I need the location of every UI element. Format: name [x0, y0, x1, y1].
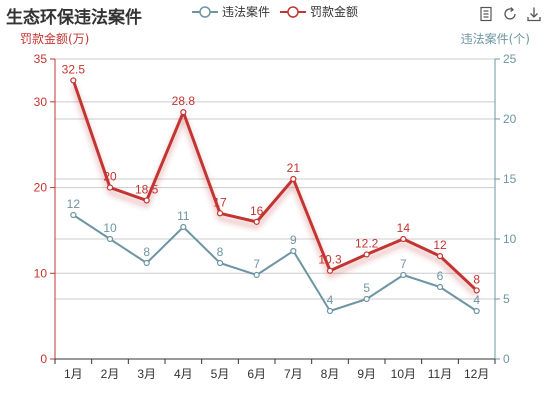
data-view-icon[interactable]	[478, 6, 494, 22]
cases-data-label: 7	[253, 257, 260, 271]
cases-point[interactable]	[216, 259, 224, 267]
fines-point[interactable]	[70, 77, 77, 84]
cases-point[interactable]	[326, 307, 334, 315]
fines-data-label: 21	[287, 161, 301, 175]
y-right-tick-label: 25	[503, 52, 517, 66]
fines-data-label: 14	[397, 221, 411, 235]
cases-data-label: 8	[217, 245, 224, 259]
x-tick-label: 5月	[211, 367, 230, 381]
cases-data-label: 6	[437, 269, 444, 283]
cases-data-label: 8	[143, 245, 150, 259]
fines-series-line	[71, 79, 478, 292]
fines-data-label: 16	[250, 204, 264, 218]
y-right-axis-label: 违法案件(个)	[461, 31, 530, 46]
fines-data-label: 20	[103, 170, 117, 184]
cases-point[interactable]	[106, 235, 114, 243]
cases-point[interactable]	[363, 295, 370, 303]
cases-point[interactable]	[253, 271, 260, 279]
cases-data-label: 10	[103, 221, 117, 235]
cases-data-label: 5	[363, 281, 370, 295]
fines-data-label: 10.3	[318, 253, 342, 267]
fines-data-label: 12.2	[355, 236, 379, 250]
fines-data-label: 18.5	[135, 182, 159, 196]
x-tick-label: 10月	[391, 367, 416, 381]
fines-point[interactable]	[436, 253, 444, 260]
cases-data-label: 11	[177, 209, 190, 223]
cases-data-label: 12	[67, 197, 81, 211]
cases-point[interactable]	[290, 247, 297, 255]
y-left-tick-label: 10	[34, 266, 48, 280]
fines-data-label: 17	[213, 195, 227, 209]
y-right-tick-label: 15	[503, 172, 517, 186]
y-left-axis-label: 罚款金额(万)	[20, 31, 89, 46]
fines-data-label: 28.8	[172, 94, 196, 108]
x-tick-label: 3月	[137, 367, 156, 381]
cases-data-label: 7	[400, 257, 407, 271]
fines-point[interactable]	[363, 251, 370, 258]
y-right-tick-label: 5	[503, 292, 510, 306]
cases-point[interactable]	[436, 283, 444, 291]
cases-point[interactable]	[400, 271, 407, 279]
cases-point[interactable]	[70, 211, 77, 219]
x-tick-label: 7月	[284, 367, 303, 381]
fines-data-label: 12	[433, 238, 447, 252]
cases-point[interactable]	[180, 223, 187, 231]
cases-point[interactable]	[143, 259, 150, 267]
y-left-tick-label: 0	[40, 352, 47, 366]
fines-data-label: 8	[473, 272, 480, 286]
fines-point[interactable]	[326, 267, 334, 274]
fines-point[interactable]	[216, 210, 224, 217]
fines-point[interactable]	[400, 235, 407, 243]
x-tick-label: 11月	[428, 367, 452, 381]
cases-series-line	[72, 214, 478, 312]
fines-point[interactable]	[473, 287, 480, 294]
restore-icon[interactable]	[502, 6, 518, 22]
x-tick-label: 8月	[321, 367, 340, 381]
fines-data-label: 32.5	[62, 62, 86, 76]
legend-line-icon	[192, 5, 218, 18]
y-left-tick-label: 35	[34, 52, 48, 66]
cases-data-label: 4	[473, 293, 480, 307]
fines-point[interactable]	[253, 218, 260, 225]
legend-item-fines[interactable]: 罚款金额	[280, 3, 358, 20]
y-right-tick-label: 0	[503, 352, 510, 366]
legend-item-cases[interactable]: 违法案件	[192, 3, 270, 20]
y-left-tick-label: 20	[34, 181, 48, 195]
x-tick-label: 6月	[247, 367, 266, 381]
legend-line-icon	[280, 5, 306, 18]
x-tick-label: 2月	[101, 367, 120, 381]
x-tick-label: 12月	[464, 367, 489, 381]
fines-point[interactable]	[180, 109, 187, 116]
legend-label-fines: 罚款金额	[310, 5, 359, 19]
y-right-tick-label: 10	[503, 232, 517, 246]
legend-label-cases: 违法案件	[222, 5, 271, 19]
fines-point[interactable]	[106, 184, 114, 191]
cases-data-label: 4	[327, 293, 334, 307]
cases-point[interactable]	[473, 307, 480, 315]
fines-point[interactable]	[290, 175, 297, 183]
chart-title: 生态环保违法案件	[6, 8, 142, 28]
y-left-tick-label: 30	[34, 95, 48, 109]
x-tick-label: 4月	[174, 367, 193, 381]
x-tick-label: 9月	[357, 367, 376, 381]
y-right-tick-label: 20	[503, 112, 517, 126]
fines-point[interactable]	[143, 197, 150, 204]
save-image-icon[interactable]	[526, 6, 542, 22]
x-tick-label: 1月	[64, 367, 83, 381]
cases-data-label: 9	[290, 233, 297, 247]
